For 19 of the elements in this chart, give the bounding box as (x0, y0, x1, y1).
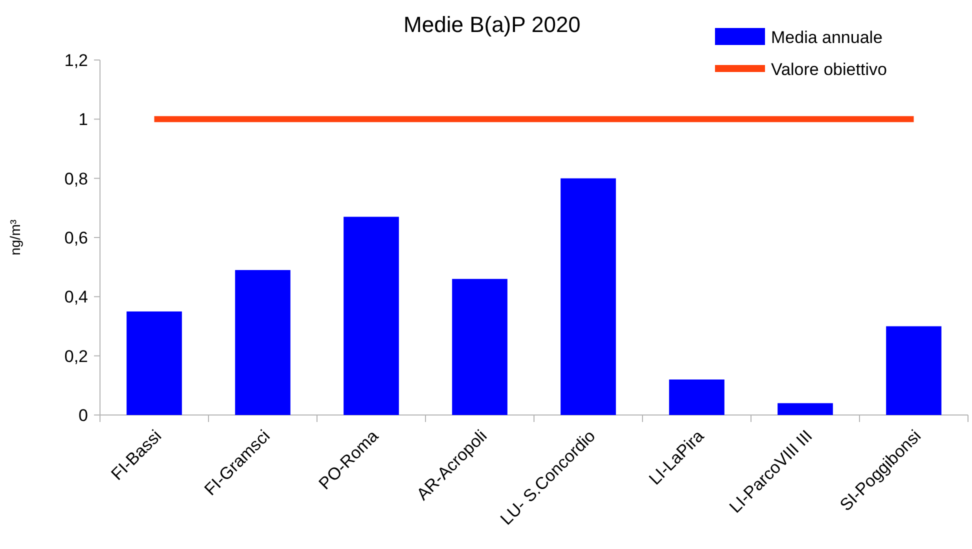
bar (235, 270, 290, 415)
bar (778, 403, 833, 415)
y-tick-label: 0,6 (64, 228, 88, 248)
bar (344, 216, 399, 415)
bar (452, 278, 508, 415)
legend-label: Media annuale (771, 28, 883, 47)
y-tick-label: 1,2 (64, 50, 88, 70)
y-axis-title: ng/m³ (7, 219, 23, 256)
chart-title: Medie B(a)P 2020 (404, 12, 580, 37)
bar (669, 380, 724, 415)
y-tick-label: 1 (78, 110, 88, 130)
bar (126, 311, 182, 415)
bar (560, 178, 616, 415)
y-tick-label: 0,2 (64, 346, 88, 366)
y-tick-label: 0 (78, 406, 88, 425)
bar (886, 326, 942, 415)
legend-label: Valore obiettivo (771, 60, 887, 79)
y-tick-label: 0,8 (64, 169, 88, 188)
y-tick-label: 0,4 (64, 288, 88, 307)
